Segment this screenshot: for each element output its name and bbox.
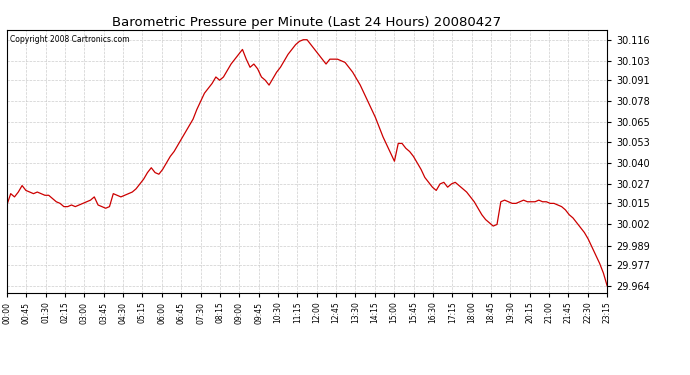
Title: Barometric Pressure per Minute (Last 24 Hours) 20080427: Barometric Pressure per Minute (Last 24 … <box>112 16 502 29</box>
Text: Copyright 2008 Cartronics.com: Copyright 2008 Cartronics.com <box>10 35 130 44</box>
